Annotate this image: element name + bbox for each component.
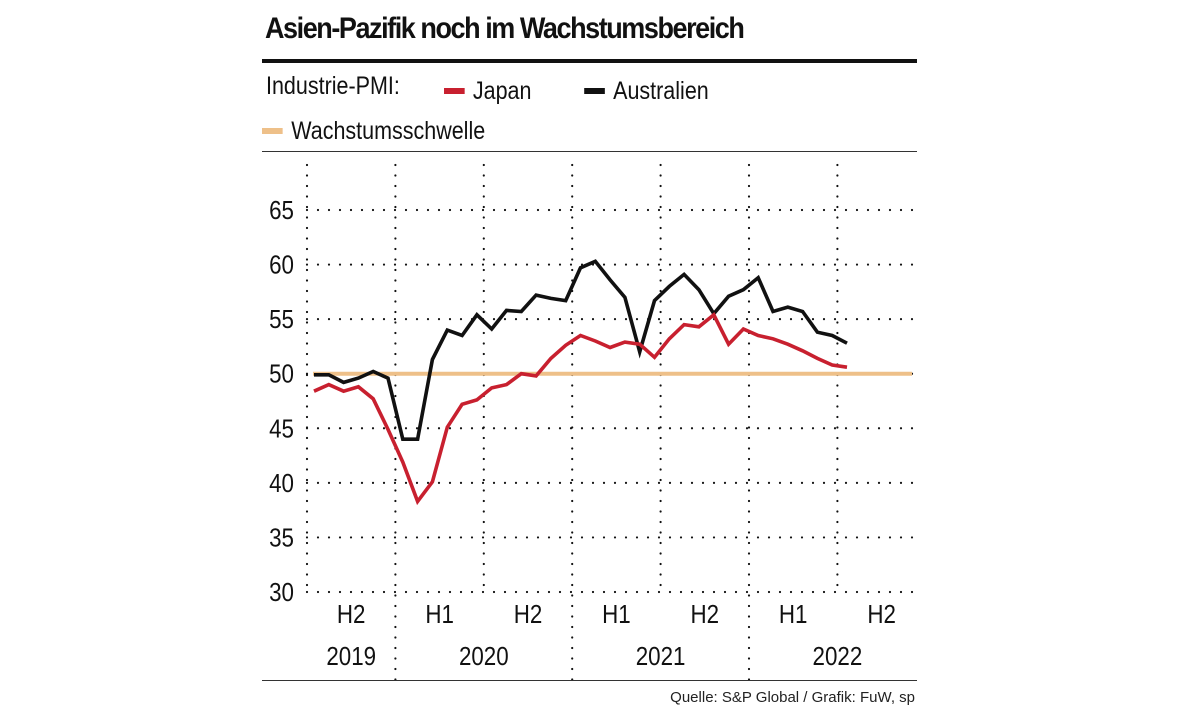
x-tick-label-half: H2 <box>867 600 896 629</box>
x-tick-label-half: H1 <box>425 600 454 629</box>
x-year-label: 2020 <box>459 642 509 671</box>
y-tick-label: 55 <box>269 306 294 335</box>
y-tick-label: 60 <box>269 251 294 280</box>
legend-label-australien: Australien <box>613 76 709 105</box>
x-tick-label: H2 <box>337 600 366 629</box>
x-tick-label: H1 <box>779 600 808 629</box>
y-tick-label: 35 <box>269 524 294 553</box>
legend-item-japan: Japan <box>443 76 532 106</box>
y-tick-label: 65 <box>269 196 294 225</box>
legend-swatch-wachstumsschwelle <box>262 128 283 134</box>
legend-swatch-australien <box>583 88 605 94</box>
x-tick-label-half: H1 <box>602 600 631 629</box>
x-year-label-group: 2022 <box>813 642 863 671</box>
x-tick-label: H2 <box>691 600 720 629</box>
x-tick-label-half: H2 <box>337 600 366 629</box>
y-tick-label: 45 <box>269 415 294 444</box>
title-rule <box>262 59 917 63</box>
legend-label-wachstumsschwelle: Wachstumsschwelle <box>291 116 486 145</box>
x-year-label: 2022 <box>813 642 863 671</box>
y-tick-label: 30 <box>269 578 294 607</box>
x-year-label-group: 2019 <box>326 642 376 671</box>
legend-divider <box>262 151 917 152</box>
x-year-label-group: 2020 <box>459 642 509 671</box>
legend-row-2: Wachstumsschwelle <box>262 112 485 146</box>
legend-row-1: Industrie-PMI: Japan Australien <box>266 72 709 106</box>
source-credit: Quelle: S&P Global / Grafik: FuW, sp <box>670 689 915 706</box>
chart-title: Asien-Pazifik noch im Wachstumsbereich <box>265 12 745 45</box>
y-tick-labels: 30 35 40 45 50 55 60 65 <box>269 196 294 607</box>
x-tick-label: H2 <box>514 600 543 629</box>
x-tick-label-half: H2 <box>691 600 720 629</box>
series-line-australien <box>314 259 848 442</box>
x-tick-label-half: H1 <box>779 600 808 629</box>
axis-bottom-rule <box>262 680 917 681</box>
legend-prefix: Industrie-PMI: <box>266 72 400 100</box>
y-tick-label: 50 <box>269 360 294 389</box>
x-tick-label: H1 <box>602 600 631 629</box>
x-year-label: 2019 <box>326 642 376 671</box>
x-year-label-group: 2021 <box>636 642 686 671</box>
legend-label-japan: Japan <box>472 76 532 105</box>
x-tick-labels: H2 H1 H2 H1 H2 H1 H2 2019 2020 2021 2022 <box>326 600 896 671</box>
y-tick-label: 40 <box>269 469 294 498</box>
legend-item-wachstumsschwelle: Wachstumsschwelle <box>262 117 485 146</box>
x-tick-label: H1 <box>425 600 454 629</box>
legend-swatch-japan <box>443 88 465 94</box>
legend-item-australien: Australien <box>583 76 709 106</box>
x-tick-label: H2 <box>867 600 896 629</box>
x-tick-label-half: H2 <box>514 600 543 629</box>
x-year-label: 2021 <box>636 642 686 671</box>
series-line-japan <box>313 312 848 506</box>
